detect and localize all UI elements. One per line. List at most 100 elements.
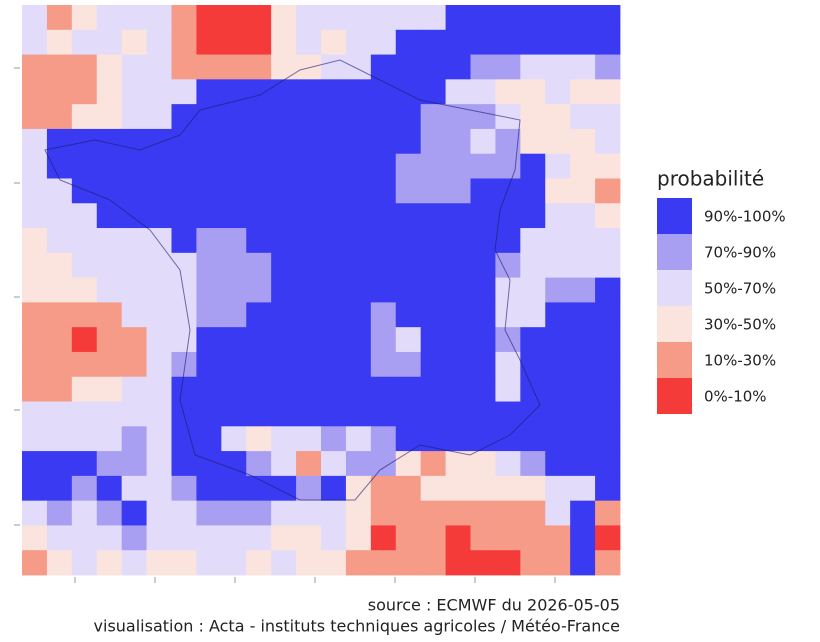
cell bbox=[71, 302, 98, 328]
cell bbox=[71, 475, 98, 502]
cell bbox=[221, 401, 247, 427]
cell bbox=[46, 500, 73, 526]
cell bbox=[146, 525, 172, 551]
cell bbox=[22, 426, 48, 452]
cell bbox=[96, 376, 123, 402]
cell bbox=[121, 550, 147, 576]
cell bbox=[370, 376, 397, 402]
cell bbox=[445, 203, 471, 229]
cell bbox=[246, 54, 272, 80]
cell bbox=[470, 203, 496, 229]
cell bbox=[146, 351, 172, 378]
cell bbox=[520, 302, 546, 328]
credit: visualisation : Acta - instituts techniq… bbox=[94, 617, 620, 636]
cell bbox=[321, 104, 347, 130]
cell bbox=[445, 178, 471, 204]
cell bbox=[445, 228, 471, 254]
cell bbox=[370, 500, 397, 526]
cell bbox=[22, 550, 48, 576]
cell bbox=[22, 104, 48, 130]
cell bbox=[570, 29, 596, 55]
cell bbox=[520, 228, 546, 254]
cell bbox=[321, 277, 347, 303]
cell bbox=[545, 376, 571, 402]
cell bbox=[221, 327, 247, 353]
legend-label: 50%-70% bbox=[704, 280, 776, 298]
cell bbox=[595, 426, 621, 452]
cell bbox=[370, 104, 397, 130]
cell bbox=[420, 550, 446, 576]
cell bbox=[22, 475, 48, 502]
legend-swatch bbox=[657, 270, 692, 306]
cell bbox=[46, 277, 73, 303]
cell bbox=[321, 451, 347, 477]
cell bbox=[570, 475, 596, 502]
cell bbox=[345, 54, 372, 80]
legend: 90%-100% 70%-90% 50%-70% 30%-50% 10%-30% 0%-1… bbox=[657, 198, 786, 414]
cell bbox=[595, 376, 621, 402]
cell bbox=[96, 525, 123, 551]
cell bbox=[146, 79, 172, 105]
cell bbox=[470, 525, 496, 551]
cell bbox=[96, 426, 123, 452]
cell bbox=[171, 153, 197, 179]
cell bbox=[420, 302, 446, 328]
cell bbox=[520, 153, 546, 179]
cell bbox=[445, 277, 471, 303]
cell bbox=[495, 54, 521, 80]
cell bbox=[570, 426, 596, 452]
cell bbox=[121, 79, 147, 105]
cell bbox=[495, 153, 521, 179]
cell bbox=[71, 178, 98, 204]
cell bbox=[495, 104, 521, 130]
cell bbox=[370, 29, 397, 55]
cell bbox=[445, 451, 471, 477]
cell bbox=[296, 426, 322, 452]
cell bbox=[246, 153, 272, 179]
cell bbox=[345, 277, 372, 303]
cell bbox=[595, 54, 621, 80]
cell bbox=[570, 525, 596, 551]
cell bbox=[96, 550, 123, 576]
cell bbox=[46, 153, 73, 179]
cell bbox=[321, 475, 347, 502]
cell bbox=[96, 153, 123, 179]
cell bbox=[46, 525, 73, 551]
cell bbox=[321, 376, 347, 402]
cell bbox=[171, 29, 197, 55]
cell bbox=[271, 252, 297, 279]
cell bbox=[420, 203, 446, 229]
cell bbox=[146, 203, 172, 229]
cell bbox=[495, 376, 521, 402]
cell bbox=[296, 500, 322, 526]
cell bbox=[246, 376, 272, 402]
cell bbox=[545, 252, 571, 279]
cell bbox=[520, 426, 546, 452]
cell bbox=[221, 5, 247, 31]
cell bbox=[271, 79, 297, 105]
cell bbox=[121, 5, 147, 31]
cell bbox=[545, 302, 571, 328]
cell bbox=[271, 277, 297, 303]
cell bbox=[121, 252, 147, 279]
cell bbox=[171, 252, 197, 279]
cell bbox=[520, 451, 546, 477]
cell bbox=[146, 228, 172, 254]
cell bbox=[46, 5, 73, 31]
cell bbox=[395, 178, 422, 204]
cell bbox=[470, 228, 496, 254]
cell bbox=[370, 550, 397, 576]
cell bbox=[196, 376, 222, 402]
cell bbox=[46, 104, 73, 130]
cell bbox=[345, 178, 372, 204]
cell bbox=[196, 401, 222, 427]
legend-label: 70%-90% bbox=[704, 244, 776, 262]
cell bbox=[520, 178, 546, 204]
cell bbox=[420, 475, 446, 502]
cell bbox=[345, 203, 372, 229]
cell bbox=[370, 401, 397, 427]
cell bbox=[470, 252, 496, 279]
cell bbox=[520, 5, 546, 31]
cell bbox=[595, 104, 621, 130]
cell bbox=[495, 327, 521, 353]
